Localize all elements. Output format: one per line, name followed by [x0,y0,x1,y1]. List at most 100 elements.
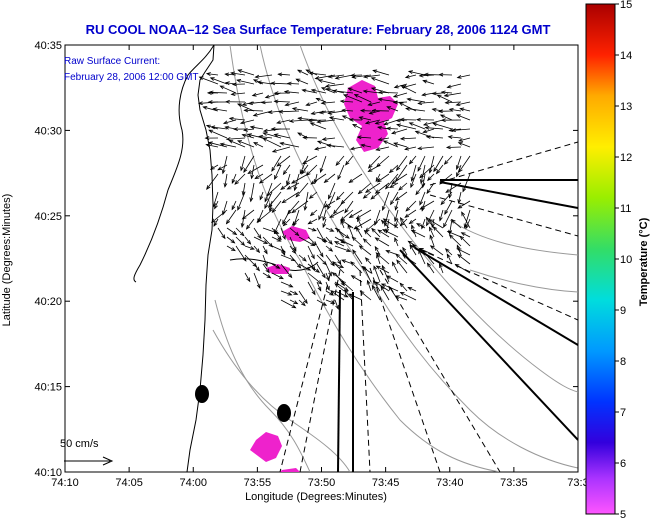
current-vector [237,140,255,148]
current-vector [231,173,237,184]
current-vector-head [391,130,397,135]
current-vector-head [206,185,211,190]
current-vector-head [428,168,433,174]
current-vector [264,191,273,209]
current-vector-head [422,79,428,84]
current-vector-head [364,120,370,125]
current-vector-head [394,205,399,211]
current-vector-head [291,249,297,255]
plot-background [64,44,579,473]
current-vector-head [329,291,335,296]
colorbar-tick-label: 12 [620,152,632,164]
current-vector-head [353,94,359,98]
current-vector [395,164,408,182]
current-vector-head [262,132,268,136]
current-vector [240,119,255,124]
current-vector-head [241,133,247,138]
current-vector [324,200,336,208]
current-vector-head [213,221,218,227]
current-vector [334,263,344,268]
colorbar-tick-label: 5 [620,509,626,519]
current-vector-head [446,253,451,259]
current-vector [210,164,219,170]
current-vector [257,81,273,85]
current-vector-head [276,237,282,242]
current-vector [335,155,345,166]
current-vector [298,299,306,306]
current-vector [356,227,363,238]
current-vector [226,137,246,140]
current-vector [259,191,264,200]
current-vector-head [373,265,378,271]
current-vector-head [377,137,383,142]
current-vector [268,191,282,208]
current-vector [452,128,471,131]
y-tick-label: 40:35 [34,40,62,52]
current-vector [210,77,228,85]
current-vector [309,191,318,199]
current-vector-head [437,109,443,114]
depth-contour [229,45,501,472]
colorbar-tick-label: 8 [620,356,626,368]
current-vector [390,191,399,205]
current-vector [363,191,372,199]
current-vector-head [317,280,323,285]
current-vector [439,209,444,221]
radar-range-dashed [429,141,578,186]
current-vector-head [322,238,328,242]
current-vector [206,144,219,148]
current-vector-head [426,262,432,268]
current-vector [329,209,345,218]
current-vector-head [443,93,449,98]
current-vector [226,245,236,252]
current-vector-head [346,248,352,253]
current-vector [302,89,318,94]
current-vector-head [291,304,297,309]
current-vector [368,155,381,169]
current-vector [250,126,264,130]
current-vector-head [314,146,320,151]
current-vector-head [303,299,308,305]
current-vector [449,128,462,131]
radar-range-solid [414,247,578,346]
current-vector [445,248,453,256]
current-vector [334,281,349,291]
current-vector-head [321,273,326,279]
current-vector [418,146,435,150]
current-vector [396,155,408,171]
current-vector-head [426,221,430,227]
current-vector [432,92,444,95]
current-vector [386,218,390,233]
current-vector-head [264,262,268,268]
current-vector [242,101,255,106]
current-vector-head [291,107,297,111]
current-vector [373,280,381,292]
current-vector [391,173,408,184]
current-vector-head [207,100,213,104]
current-vector-head [332,260,337,266]
current-vector-head [362,89,368,94]
current-vector [334,245,351,252]
current-vector-head [270,127,276,131]
x-axis-label: Longitude (Degrees:Minutes) [245,491,387,503]
current-vector [351,275,363,283]
current-vector-head [385,250,391,254]
current-vector [456,114,471,121]
depth-contour [449,219,578,256]
current-vector-head [322,223,327,229]
y-tick-label: 40:20 [34,296,62,308]
current-vector [309,72,327,76]
current-vector-head [264,204,269,210]
current-vector-head [266,191,271,197]
current-vector-head [334,75,340,80]
current-vector [383,218,399,229]
current-vector [271,227,282,240]
current-vector [382,191,390,211]
current-vector [328,110,345,114]
current-vector-head [359,290,365,295]
current-vector [350,146,363,150]
current-vector-head [429,234,434,240]
current-vector-head [308,71,314,76]
current-vector [222,155,228,174]
depth-contour [469,269,578,293]
